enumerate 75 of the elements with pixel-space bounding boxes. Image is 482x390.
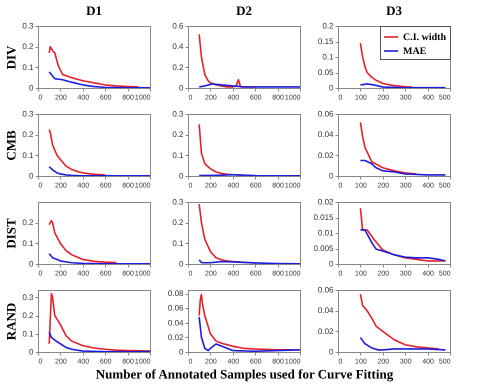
y-tick-label: 0.6 (172, 22, 184, 30)
line-series (198, 316, 300, 352)
y-axis-title: DIV (3, 44, 18, 70)
y-tick-label: 0 (329, 260, 334, 268)
y-tick-label: 0 (29, 348, 34, 356)
line-series (360, 207, 446, 262)
y-tick-label: 0.1 (172, 150, 184, 160)
y-tick-label: 0.005 (313, 244, 334, 253)
chart-title: D1 (86, 3, 102, 18)
y-axis-title: CMB (3, 130, 18, 161)
y-tick-label: 0.08 (168, 289, 184, 298)
y-tick-label: 0.3 (172, 110, 184, 118)
y-tick-label: 0.02 (318, 198, 334, 206)
line-series (360, 229, 446, 262)
y-tick-label: 0.04 (168, 318, 184, 328)
line-series (48, 252, 150, 264)
y-tick-label: 0.06 (318, 286, 334, 294)
line-series (360, 336, 446, 351)
y-tick-label: 0.2 (172, 218, 184, 228)
y-tick-label: 0.3 (22, 110, 34, 118)
y-tick-label: 0.1 (22, 238, 34, 248)
y-tick-label: 0.01 (318, 228, 334, 238)
line-series (360, 121, 418, 175)
y-tick-label: 0 (329, 84, 334, 92)
y-tick-label: 0.3 (172, 198, 184, 206)
y-tick-label: 0.2 (22, 42, 34, 52)
y-tick-label: 0 (29, 84, 34, 92)
line-series (360, 293, 440, 350)
x-axis-title: Number of Annotated Samples used for Curve Fitting (96, 366, 394, 382)
line-series (48, 331, 150, 352)
line-series (48, 128, 106, 176)
y-tick-label: 0.2 (22, 130, 34, 140)
chart-title: D2 (236, 3, 252, 18)
y-tick-label: 0 (29, 260, 34, 268)
y-tick-label: 0.06 (168, 304, 184, 313)
y-tick-label: 0 (179, 260, 184, 268)
y-tick-label: 0 (329, 172, 334, 180)
y-tick-label: 0.2 (172, 130, 184, 140)
y-tick-label: 0.1 (22, 150, 34, 160)
y-tick-label: 0.3 (22, 292, 34, 302)
y-tick-label: 0.2 (22, 218, 34, 228)
y-tick-label: 0.04 (318, 306, 334, 316)
y-tick-label: 0 (329, 348, 334, 356)
y-tick-label: 0 (29, 172, 34, 180)
y-tick-label: 0.1 (22, 62, 34, 72)
chart-title: D3 (386, 3, 402, 18)
line-series (48, 166, 150, 176)
y-tick-label: 0.3 (22, 22, 34, 30)
line-series (48, 46, 140, 88)
y-tick-label: 0.02 (168, 332, 184, 342)
y-tick-label: 0 (179, 172, 184, 180)
line-series (48, 71, 150, 88)
y-tick-label: 0.2 (22, 311, 34, 320)
y-tick-label: 0.1 (322, 52, 334, 62)
y-tick-label: 0.04 (318, 130, 334, 140)
line-series (48, 220, 118, 264)
y-tick-label: 0.4 (172, 42, 184, 52)
legend-label: MAE (403, 46, 427, 57)
y-tick-label: 0.15 (318, 37, 334, 46)
y-axis-title: DIST (3, 218, 18, 249)
y-tick-label: 0.1 (22, 329, 34, 338)
legend-label: C.I. width (403, 32, 447, 43)
y-tick-label: 0.02 (318, 326, 334, 336)
y-tick-label: 0 (179, 348, 184, 356)
y-tick-label: 0.015 (313, 213, 334, 222)
y-tick-label: 0.02 (318, 150, 334, 160)
y-tick-label: 0 (179, 84, 184, 92)
line-series (48, 292, 150, 352)
y-axis-title: RAND (3, 302, 18, 340)
y-tick-label: 0.06 (318, 110, 334, 118)
y-tick-label: 0.2 (172, 62, 184, 72)
y-tick-label: 0.1 (172, 238, 184, 248)
y-tick-label: 0.05 (318, 68, 334, 77)
y-tick-label: 0.2 (322, 22, 334, 30)
line-series (360, 160, 446, 176)
